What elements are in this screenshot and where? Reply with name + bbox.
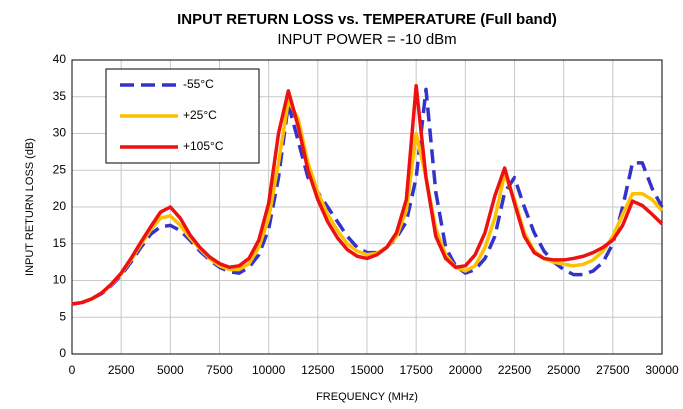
y-tick-label: 35: [53, 89, 67, 103]
y-tick-label: 10: [53, 273, 67, 287]
x-tick-label: 10000: [252, 363, 286, 377]
x-tick-label: 25000: [547, 363, 581, 377]
x-tick-label: 12500: [301, 363, 335, 377]
x-tick-label: 15000: [350, 363, 384, 377]
chart-subtitle: INPUT POWER = -10 dBm: [277, 31, 456, 48]
x-tick-label: 7500: [206, 363, 233, 377]
x-tick-label: 5000: [157, 363, 184, 377]
x-tick-label: 2500: [108, 363, 135, 377]
legend-label: +25°C: [183, 108, 217, 122]
y-tick-label: 0: [59, 346, 66, 360]
y-tick-label: 40: [53, 52, 67, 66]
chart-title: INPUT RETURN LOSS vs. TEMPERATURE (Full …: [177, 11, 557, 28]
series-line: [71, 87, 664, 306]
x-tick-label: 30000: [645, 363, 679, 377]
series-line: [71, 98, 664, 306]
x-tick-label: 27500: [596, 363, 630, 377]
y-tick-label: 15: [53, 236, 67, 250]
y-tick-label: 5: [59, 309, 66, 323]
series-line: [71, 83, 664, 306]
x-axis-label: FREQUENCY (MHz): [316, 391, 418, 403]
x-tick-label: 22500: [498, 363, 532, 377]
legend-label: +105°C: [183, 139, 224, 153]
legend-label: -55°C: [183, 77, 214, 91]
y-tick-label: 30: [53, 126, 67, 140]
y-tick-label: 25: [53, 162, 67, 176]
x-tick-label: 0: [69, 363, 76, 377]
y-tick-label: 20: [53, 199, 67, 213]
x-tick-label: 20000: [449, 363, 483, 377]
x-tick-label: 17500: [399, 363, 433, 377]
y-axis-label: INPUT RETURN LOSS (dB): [24, 138, 36, 276]
